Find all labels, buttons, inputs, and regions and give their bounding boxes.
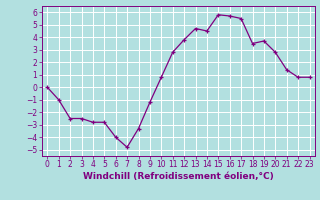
X-axis label: Windchill (Refroidissement éolien,°C): Windchill (Refroidissement éolien,°C) <box>83 172 274 181</box>
